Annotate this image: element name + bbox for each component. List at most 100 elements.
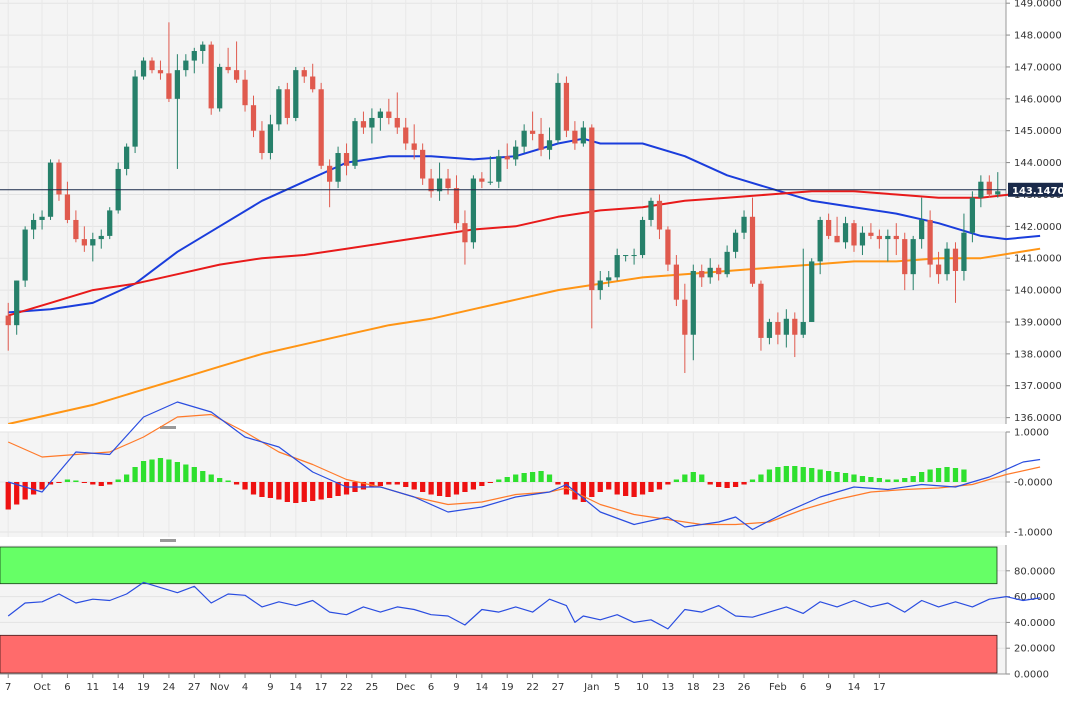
candle-body	[673, 264, 680, 300]
histogram-bar	[174, 462, 181, 482]
histogram-bar	[513, 474, 519, 482]
candle-body	[910, 239, 916, 275]
panel-resize-handle[interactable]	[160, 539, 176, 542]
candle-body	[386, 111, 392, 118]
price-tick-label: 145.0000	[1014, 126, 1062, 137]
price-panel: 149.0000 148.0000 147.0000 146.0000 145.0000…	[0, 0, 1065, 425]
candle-body	[284, 89, 290, 118]
histogram-bar	[496, 479, 502, 482]
candle-body	[927, 219, 933, 265]
histogram-bar	[597, 482, 603, 492]
histogram-bar	[690, 472, 696, 482]
histogram-bar	[343, 482, 350, 495]
x-tick-label: 25	[366, 682, 379, 693]
histogram-bar	[360, 482, 367, 490]
histogram-bar	[310, 482, 316, 501]
histogram-bar	[318, 482, 324, 500]
candle-body	[479, 178, 485, 182]
x-tick-label: 13	[662, 682, 675, 693]
x-tick-label: 14	[848, 682, 861, 693]
x-tick-label: 6	[64, 682, 70, 693]
histogram-bar	[149, 459, 155, 482]
last-price-badge	[1008, 182, 1063, 197]
x-tick-label: 18	[687, 682, 700, 693]
x-tick-label: 6	[428, 682, 434, 693]
histogram-bar	[749, 479, 756, 482]
candle-body	[944, 248, 950, 275]
histogram-bar	[166, 459, 172, 482]
candle-body	[98, 235, 104, 240]
rsi-tick-label: 40.0000	[1014, 618, 1055, 629]
candle-body	[859, 232, 866, 246]
x-tick-label: Jan	[583, 682, 599, 693]
x-tick-label: 17	[873, 682, 886, 693]
candle-body	[310, 76, 316, 90]
histogram-bar	[834, 472, 840, 482]
x-tick-label: Oct	[33, 682, 50, 693]
histogram-bar	[259, 482, 265, 497]
candle-body	[885, 235, 891, 240]
rsi-line	[7, 581, 1041, 630]
histogram-bar	[606, 482, 612, 490]
candle-body	[597, 280, 603, 291]
x-tick-label: 22	[340, 682, 353, 693]
price-tick-label: 141.0000	[1014, 254, 1062, 265]
x-tick-label: 7	[5, 682, 11, 693]
price-tick-label: 136.0000	[1014, 413, 1062, 424]
histogram-bar	[589, 482, 595, 497]
candle-body	[623, 255, 629, 257]
candle-body	[614, 255, 620, 278]
candle-body	[360, 121, 367, 128]
candle-body	[403, 127, 409, 144]
oversold-zone	[0, 634, 998, 674]
x-tick-label: 22	[526, 682, 539, 693]
histogram-bar	[665, 482, 671, 485]
candle-body	[107, 210, 113, 236]
histogram-bar	[428, 482, 434, 495]
histogram-bar	[673, 479, 680, 482]
rsi-tick-label: 20.0000	[1014, 644, 1055, 655]
candle-body	[250, 105, 257, 131]
candle-body	[14, 280, 20, 326]
panel-resize-handle[interactable]	[160, 426, 176, 429]
histogram-bar	[326, 482, 333, 498]
candle-body	[504, 156, 510, 160]
candle-body	[352, 121, 358, 166]
histogram-bar	[648, 482, 654, 492]
histogram-bar	[631, 482, 637, 497]
candle-body	[267, 124, 274, 154]
histogram-bar	[885, 479, 891, 482]
candle-body	[606, 277, 612, 281]
x-tick-label: Dec	[396, 682, 415, 693]
price-tick-label: 139.0000	[1014, 317, 1062, 328]
histogram-bar	[876, 478, 882, 482]
price-tick-label: 148.0000	[1014, 31, 1062, 42]
price-tick-label: 144.0000	[1014, 158, 1062, 169]
candle-body	[369, 117, 375, 128]
histogram-bar	[961, 469, 967, 482]
candle-body	[166, 73, 172, 99]
histogram-bar	[64, 479, 71, 482]
x-tick-label: 14	[475, 682, 488, 693]
candle-body	[521, 130, 527, 147]
histogram-bar	[183, 464, 189, 482]
candle-body	[149, 60, 155, 71]
candle-body	[665, 229, 671, 265]
candle-body	[758, 283, 764, 338]
histogram-bar	[656, 482, 663, 490]
histogram-bar	[276, 482, 282, 500]
histogram-bar	[699, 474, 705, 482]
candle-body	[191, 51, 197, 61]
histogram-bar	[200, 471, 206, 482]
candle-body	[868, 232, 874, 236]
moving-average-blue	[8, 137, 1041, 314]
candle-body	[394, 117, 400, 128]
histogram-bar	[386, 482, 392, 485]
candle-body	[73, 219, 79, 240]
histogram-bar	[809, 468, 815, 482]
candle-body	[64, 194, 71, 220]
moving-average-orange	[7, 247, 1041, 425]
histogram-bar	[394, 482, 400, 485]
histogram-bar	[191, 467, 197, 482]
